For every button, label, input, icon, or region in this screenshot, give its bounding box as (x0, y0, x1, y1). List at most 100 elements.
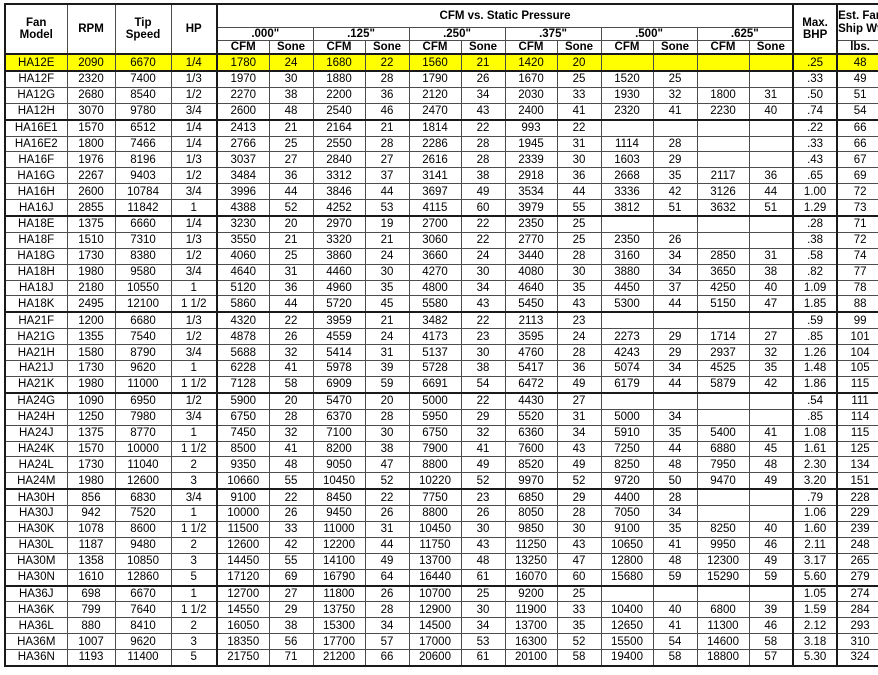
cell-sone-375: 43 (556, 295, 602, 313)
table-row[interactable]: HA30N 1610 12860 5 17120 69 16790 64 16440 61 1607… (4, 568, 878, 587)
table-row[interactable]: HA12F 2320 7400 1/3 1970 30 1880 28 1790 26 1670 25… (4, 70, 878, 88)
table-row[interactable]: HA18J 2180 10550 1 5120 36 4960 35 4800 34 4640 35 4… (4, 279, 878, 297)
cell-ship-weight: 239 (836, 520, 878, 538)
cell-ship-weight: 72 (836, 183, 878, 201)
table-row[interactable]: HA18E 1375 6660 1/4 3230 20 2970 19 2700 22 2350 25… (4, 215, 878, 233)
table-row[interactable]: HA36L 880 8410 2 16050 38 15300 34 14500 34 13700 3… (4, 617, 878, 635)
table-body: HA12E 2090 6670 1/4 1780 24 1680 22 1560 21 1420 20… (4, 53, 878, 667)
cell-sone-250: 22 (460, 311, 506, 330)
cell-sone-250: 30 (460, 344, 506, 362)
cell-sone-250: 28 (460, 151, 506, 169)
cell-cfm-375: 3534 (504, 183, 558, 201)
cell-cfm-125: 2970 (312, 215, 366, 233)
table-row[interactable]: HA24M 1980 12600 3 10660 55 10450 52 10220 52 9970… (4, 472, 878, 490)
table-row[interactable]: HA24K 1570 10000 1 1/2 8500 41 8200 38 7900 41 760… (4, 440, 878, 458)
cell-cfm-125: 2840 (312, 151, 366, 169)
cell-cfm-625: 18800 (696, 649, 750, 667)
cell-cfm-375: 4430 (504, 391, 558, 410)
table-row[interactable]: HA12H 3070 9780 3/4 2600 48 2540 46 2470 43 2400 41… (4, 102, 878, 121)
cell-fan-model: HA30N (4, 568, 68, 587)
cell-cfm-625: 14600 (696, 633, 750, 651)
cell-cfm-250: 10220 (408, 472, 462, 490)
cell-tip-speed: 6950 (114, 391, 172, 410)
table-row[interactable]: HA36M 1007 9620 3 18350 56 17700 57 17000 53 16300… (4, 633, 878, 651)
table-row[interactable]: HA16J 2855 11842 1 4388 52 4252 53 4115 60 3979 55 3… (4, 199, 878, 217)
cell-sone-250: 23 (460, 488, 506, 507)
table-row[interactable]: HA30K 1078 8600 1 1/2 11500 33 11000 31 10450 30 9… (4, 520, 878, 538)
table-row[interactable]: HA24G 1090 6950 1/2 5900 20 5470 20 5000 22 4430 27… (4, 391, 878, 410)
cell-sone-125: 64 (364, 568, 410, 587)
cell-cfm-000: 5900 (216, 391, 270, 410)
cell-rpm: 1007 (66, 633, 116, 651)
cell-tip-speed: 9403 (114, 167, 172, 185)
cell-cfm-000: 10660 (216, 472, 270, 490)
table-row[interactable]: HA24L 1730 11040 2 9350 48 9050 47 8800 49 8520 49 8… (4, 456, 878, 474)
table-row[interactable]: HA36J 698 6670 1 12700 27 11800 26 10700 25 9200 25… (4, 584, 878, 603)
table-row[interactable]: HA24H 1250 7980 3/4 6750 28 6370 28 5950 29 5520 31… (4, 408, 878, 426)
table-row[interactable]: HA12E 2090 6670 1/4 1780 24 1680 22 1560 21 1420 20… (4, 53, 878, 73)
cell-sone-375: 35 (556, 617, 602, 635)
cell-cfm-375: 2350 (504, 215, 558, 233)
cell-cfm-500: 19400 (600, 649, 654, 667)
cell-cfm-000: 12700 (216, 584, 270, 603)
cell-cfm-125: 2164 (312, 118, 366, 137)
cell-hp: 3/4 (170, 488, 218, 507)
table-row[interactable]: HA21G 1355 7540 1/2 4878 26 4559 24 4173 23 3595 24… (4, 328, 878, 346)
table-row[interactable]: HA30H 856 6830 3/4 9100 22 8450 22 7750 23 6850 29 4… (4, 488, 878, 507)
table-row[interactable]: HA21F 1200 6680 1/3 4320 22 3959 21 3482 22 2113 23… (4, 311, 878, 330)
cell-rpm: 1800 (66, 135, 116, 153)
table-row[interactable]: HA18G 1730 8380 1/2 4060 25 3860 24 3660 24 3440 28… (4, 247, 878, 265)
table-row[interactable]: HA30J 942 7520 1 10000 26 9450 26 8800 26 8050 28 70… (4, 505, 878, 522)
cell-rpm: 2320 (66, 70, 116, 88)
cell-rpm: 2090 (66, 53, 116, 73)
table-row[interactable]: HA16F 1976 8196 1/3 3037 27 2840 27 2616 28 2339 30… (4, 151, 878, 169)
table-row[interactable]: HA21H 1580 8790 3/4 5688 32 5414 31 5137 30 4760 28… (4, 344, 878, 362)
table-row[interactable]: HA16G 2267 9403 1/2 3484 36 3312 37 3141 38 2918 36… (4, 167, 878, 185)
table-row[interactable]: HA18K 2495 12100 1 1/2 5860 44 5720 45 5580 43 545… (4, 295, 878, 313)
header-cfm-000: CFM (216, 40, 270, 55)
header-max-bhp-line2: BHP (802, 29, 828, 42)
cell-rpm: 2495 (66, 295, 116, 313)
cell-sone-625: 45 (748, 440, 795, 458)
table-row[interactable]: HA21K 1980 11000 1 1/2 7128 58 6909 59 6691 54 647… (4, 375, 878, 394)
cell-sone-375: 44 (556, 183, 602, 201)
cell-sone-625: 46 (748, 617, 795, 635)
table-row[interactable]: HA36N 1193 11400 5 21750 71 21200 66 20600 61 2010… (4, 649, 878, 667)
table-row[interactable]: HA24J 1375 8770 1 7450 32 7100 30 6750 32 6360 34 59… (4, 424, 878, 442)
table-row[interactable]: HA18F 1510 7310 1/3 3550 21 3320 21 3060 22 2770 25… (4, 231, 878, 249)
cell-hp: 5 (170, 568, 218, 587)
table-row[interactable]: HA16H 2600 10784 3/4 3996 44 3846 44 3697 49 3534 4… (4, 183, 878, 201)
cell-sone-625: 44 (748, 183, 795, 201)
cell-sone-125: 34 (364, 617, 410, 635)
cell-cfm-625 (696, 584, 750, 603)
cell-sone-250: 61 (460, 649, 506, 667)
cell-sone-500: 26 (652, 231, 698, 249)
cell-sone-125: 22 (364, 488, 410, 507)
table-row[interactable]: HA21J 1730 9620 1 6228 41 5978 39 5728 38 5417 36 50… (4, 360, 878, 377)
cell-sone-000: 48 (268, 102, 314, 121)
table-row[interactable]: HA16E2 1800 7466 1/4 2766 25 2550 28 2286 28 1945 3… (4, 135, 878, 153)
cell-sone-500: 29 (652, 328, 698, 346)
cell-hp: 5 (170, 649, 218, 667)
table-row[interactable]: HA12G 2680 8540 1/2 2270 38 2200 36 2120 34 2030 33… (4, 86, 878, 104)
cell-cfm-000: 4320 (216, 311, 270, 330)
table-row[interactable]: HA18H 1980 9580 3/4 4640 31 4460 30 4270 30 4080 30… (4, 263, 878, 281)
cell-ship-weight: 66 (836, 118, 878, 137)
cell-ship-weight: 74 (836, 247, 878, 265)
table-row[interactable]: HA30L 1187 9480 2 12600 42 12200 44 11750 43 11250… (4, 536, 878, 554)
cell-sone-375: 28 (556, 344, 602, 362)
cell-sone-125: 57 (364, 633, 410, 651)
cell-cfm-375: 8050 (504, 505, 558, 522)
cell-tip-speed: 9620 (114, 360, 172, 377)
cell-cfm-625 (696, 311, 750, 330)
cell-tip-speed: 8770 (114, 424, 172, 442)
table-row[interactable]: HA30M 1358 10850 3 14450 55 14100 49 13700 48 1325… (4, 552, 878, 570)
table-row[interactable]: HA36K 799 7640 1 1/2 14550 29 13750 28 12900 30 11… (4, 601, 878, 619)
cell-cfm-375: 4760 (504, 344, 558, 362)
cell-sone-250: 49 (460, 183, 506, 201)
cell-cfm-000: 3996 (216, 183, 270, 201)
cell-max-bhp: 1.60 (792, 520, 839, 538)
cell-sone-500: 28 (652, 135, 698, 153)
cell-hp: 1/4 (170, 215, 218, 233)
table-row[interactable]: HA16E1 1570 6512 1/4 2413 21 2164 21 1814 22 993 22… (4, 118, 878, 137)
